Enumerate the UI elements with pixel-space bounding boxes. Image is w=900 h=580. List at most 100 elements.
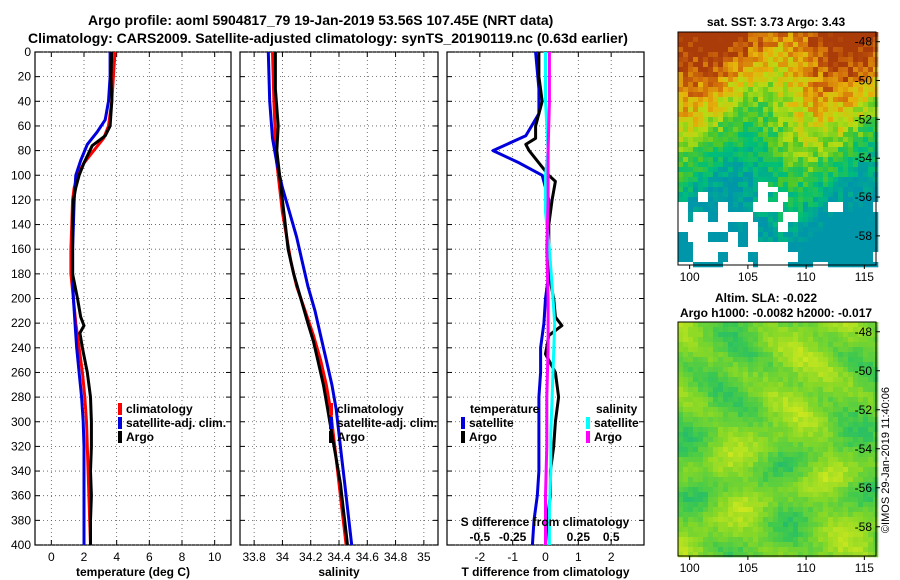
sst_map-cell <box>688 87 694 93</box>
sla_map-cell <box>738 517 744 523</box>
sla_map-cell <box>843 462 849 468</box>
sst_map-cell <box>793 32 799 38</box>
sla_map-cell <box>683 477 689 483</box>
sla_map-cell <box>768 517 774 523</box>
sla_map-cell <box>858 492 864 498</box>
sla_map-cell <box>803 512 809 518</box>
figure-title-line1: Argo profile: aoml 5904817_79 19-Jan-201… <box>88 12 554 28</box>
sla_map-cell <box>788 417 794 423</box>
sst_map-cell <box>828 112 834 118</box>
sst_map-cell <box>778 47 784 53</box>
sla_map-cell <box>793 502 799 508</box>
sla_map-cell <box>868 407 874 413</box>
sla_map-cell <box>798 332 804 338</box>
sst_map-cell <box>748 97 754 103</box>
sla_map-cell <box>783 512 789 518</box>
sst_map-cell <box>733 252 739 258</box>
sst_map-cell <box>868 167 874 173</box>
sla_map-cell <box>778 502 784 508</box>
sst_map-cell <box>813 42 819 48</box>
sla_map-cell <box>768 347 774 353</box>
sla_map-cell <box>778 337 784 343</box>
sst_map-cell <box>768 32 774 38</box>
sst_map-cell <box>723 247 729 253</box>
sla_map-cell <box>688 377 694 383</box>
sla_map-cell <box>753 477 759 483</box>
sst_map-cell <box>693 62 699 68</box>
sla_map-cell <box>708 507 714 513</box>
sla_map-cell <box>763 417 769 423</box>
sst_map-cell <box>778 42 784 48</box>
sst_map-cell <box>808 197 814 203</box>
sst_map-cell <box>828 107 834 113</box>
salinity-legend-label: satellite-adj. clim. <box>337 416 437 430</box>
sla_map-cell <box>798 337 804 343</box>
sst_map-cell <box>728 77 734 83</box>
sst_map-cell <box>778 177 784 183</box>
sla_map-cell <box>763 352 769 358</box>
sla_map-cell <box>678 432 684 438</box>
sst_map-cell <box>788 112 794 118</box>
sst_map-cell <box>798 227 804 233</box>
sst_map-cell <box>858 42 864 48</box>
sst_map-cell <box>753 177 759 183</box>
sst_map-cell <box>728 202 734 208</box>
sst_map-cell <box>848 122 854 128</box>
sst_map-ytick-label: -50 <box>855 74 873 88</box>
salinity-xtick-label: 35 <box>417 550 431 564</box>
sla_map-cell <box>678 417 684 423</box>
sla_map-cell <box>838 502 844 508</box>
sst_map-cell <box>738 82 744 88</box>
sla_map-cell <box>753 512 759 518</box>
sst_map-cell <box>703 77 709 83</box>
sst_map-cell <box>763 97 769 103</box>
sla_map-cell <box>858 502 864 508</box>
sst_map-cell <box>713 237 719 243</box>
sla_map-cell <box>753 437 759 443</box>
sla_map-cell <box>823 322 829 328</box>
sst_map-cell <box>763 137 769 143</box>
sst_map-cell <box>718 227 724 233</box>
sst_map-cell <box>823 72 829 78</box>
sla_map-cell <box>818 552 824 558</box>
sst_map-cell <box>723 67 729 73</box>
sst_map-cell <box>828 132 834 138</box>
sst_map-cell <box>763 252 769 258</box>
sst_map-cell <box>868 147 874 153</box>
sst_map-cell <box>868 67 874 73</box>
sla_map-cell <box>768 467 774 473</box>
sst_map-cell <box>693 247 699 253</box>
sst_map-cell <box>748 112 754 118</box>
sst_map-cell <box>793 247 799 253</box>
sst_map-cell <box>708 152 714 158</box>
sla_map-cell <box>783 462 789 468</box>
sla_map-cell <box>858 367 864 373</box>
sst_map-cell <box>818 47 824 53</box>
sla_map-cell <box>723 542 729 548</box>
sla_map-cell <box>708 427 714 433</box>
sla_map-cell <box>838 437 844 443</box>
sla_map-cell <box>858 407 864 413</box>
sst_map-cell <box>773 242 779 248</box>
sla_map-cell <box>828 347 834 353</box>
sla_map-cell <box>718 482 724 488</box>
sla_map-cell <box>723 337 729 343</box>
sst_map-cell <box>703 177 709 183</box>
sla_map-cell <box>738 467 744 473</box>
sst_map-cell <box>803 42 809 48</box>
sla_map-cell <box>743 332 749 338</box>
sst_map-cell <box>848 152 854 158</box>
sst_map-cell <box>723 112 729 118</box>
sla_map-cell <box>808 547 814 553</box>
sst_map-cell <box>683 182 689 188</box>
sst_map-cell <box>798 102 804 108</box>
sla_map-cell <box>808 352 814 358</box>
sla_map-cell <box>728 512 734 518</box>
sst_map-cell <box>803 202 809 208</box>
sla_map-cell <box>723 362 729 368</box>
sla_map-cell <box>818 347 824 353</box>
sst_map-cell <box>853 182 859 188</box>
sst_map-cell <box>798 222 804 228</box>
sst_map-cell <box>858 37 864 43</box>
sla_map-cell <box>718 372 724 378</box>
